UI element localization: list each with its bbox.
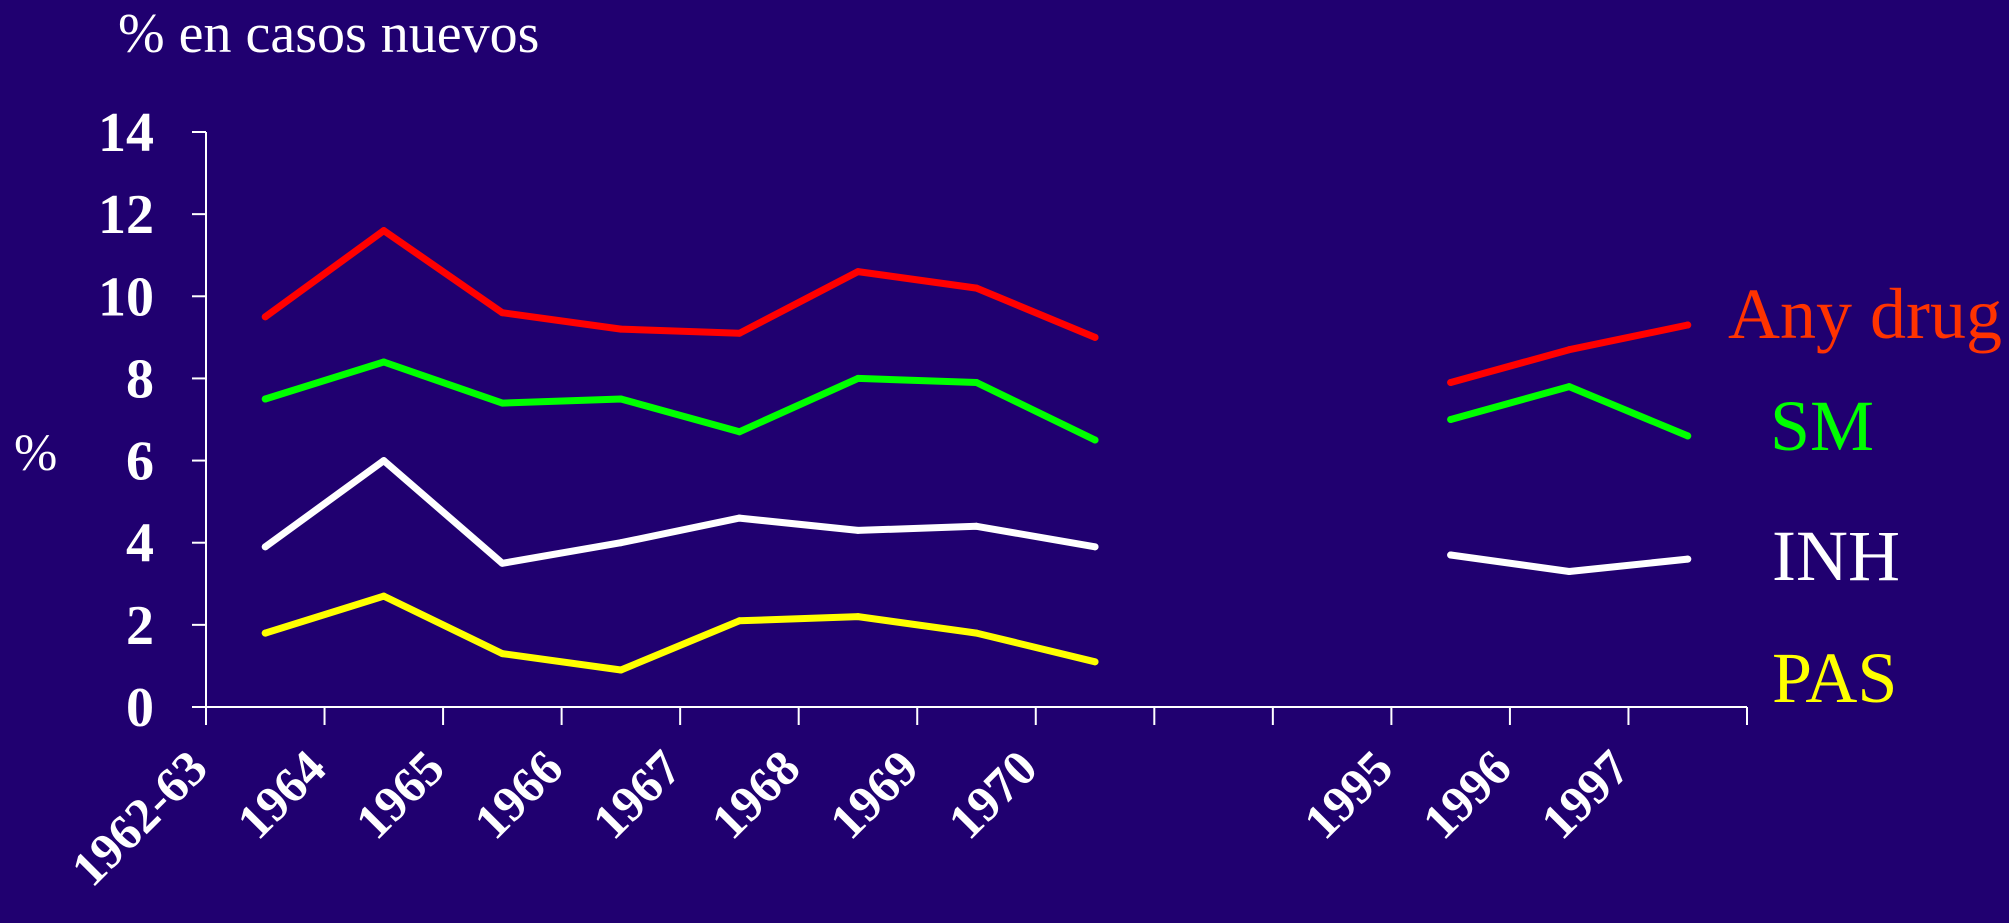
data-point [735, 617, 743, 625]
series-line-any-drug [1447, 321, 1692, 386]
chart-title: % en casos nuevos [118, 3, 539, 65]
data-point [1091, 436, 1099, 444]
data-point [617, 666, 625, 674]
data-point [973, 522, 980, 530]
data-point [854, 613, 862, 621]
legend-item-any-drug: Any drug [1728, 274, 2002, 354]
data-point [973, 284, 980, 292]
series-line-pas [261, 592, 1099, 674]
data-point [261, 543, 269, 551]
data-point [1091, 333, 1099, 341]
legend-item-pas: PAS [1772, 638, 1897, 718]
data-point [973, 379, 980, 387]
data-point [1447, 416, 1455, 423]
series-line-sm [1447, 383, 1692, 440]
x-tick-label: 1970 [937, 739, 1047, 849]
data-point [498, 399, 506, 407]
data-point [498, 309, 506, 317]
y-tick-label: 2 [126, 595, 154, 657]
x-tick-label: 1962-63 [60, 739, 217, 896]
x-tick-label: 1996 [1411, 739, 1521, 849]
data-point [1684, 555, 1692, 563]
data-point [854, 268, 862, 276]
legend: Any drug SM INH PAS [1728, 274, 2002, 718]
x-tick-label: 1995 [1293, 739, 1403, 849]
x-tick-label: 1964 [226, 739, 336, 849]
y-tick-label: 6 [126, 431, 154, 493]
data-point [380, 227, 388, 235]
x-tick-label: 1965 [345, 739, 455, 849]
y-axis-label: % [14, 425, 57, 482]
data-point [735, 428, 743, 436]
data-point [261, 395, 269, 403]
data-point [261, 313, 269, 321]
data-point [498, 650, 506, 658]
data-point [1565, 346, 1573, 354]
series-lines [261, 227, 1692, 674]
data-point [854, 526, 862, 534]
data-point [1684, 432, 1692, 440]
data-point [380, 592, 388, 600]
series-line-sm [261, 358, 1099, 444]
data-point [1091, 543, 1099, 551]
data-point [1565, 383, 1573, 391]
x-tick-label: 1966 [463, 739, 573, 849]
data-point [735, 329, 743, 337]
y-tick-label: 8 [126, 348, 154, 410]
data-point [617, 539, 625, 547]
data-point [380, 457, 388, 465]
x-ticks: 1962-63 1964 1965 1966 1967 1968 1969 1970 1995 1… [60, 707, 1748, 897]
x-tick-label: 1968 [700, 739, 810, 849]
data-point [380, 358, 388, 366]
data-point [1684, 321, 1692, 329]
series-line-any-drug [261, 227, 1099, 341]
data-point [854, 374, 862, 382]
data-point [735, 514, 743, 522]
data-point [617, 395, 625, 403]
legend-item-inh: INH [1772, 516, 1900, 596]
data-point [498, 559, 506, 567]
series-line-inh [261, 457, 1099, 567]
legend-item-sm: SM [1770, 386, 1874, 466]
data-point [1447, 551, 1455, 559]
data-point [617, 325, 625, 333]
y-tick-label: 0 [126, 677, 154, 739]
y-tick-label: 10 [98, 266, 154, 328]
data-point [1091, 658, 1099, 666]
data-point [973, 629, 980, 637]
x-tick-label: 1967 [582, 739, 692, 849]
y-tick-label: 4 [126, 513, 154, 575]
y-tick-label: 12 [98, 184, 154, 246]
y-ticks: 0 2 4 6 8 10 12 14 [98, 102, 206, 739]
x-tick-label: 1969 [819, 739, 929, 849]
x-tick-label: 1997 [1530, 739, 1640, 849]
data-point [1565, 567, 1573, 575]
y-tick-label: 14 [98, 102, 154, 164]
data-point [1447, 379, 1455, 387]
data-point [261, 629, 269, 637]
